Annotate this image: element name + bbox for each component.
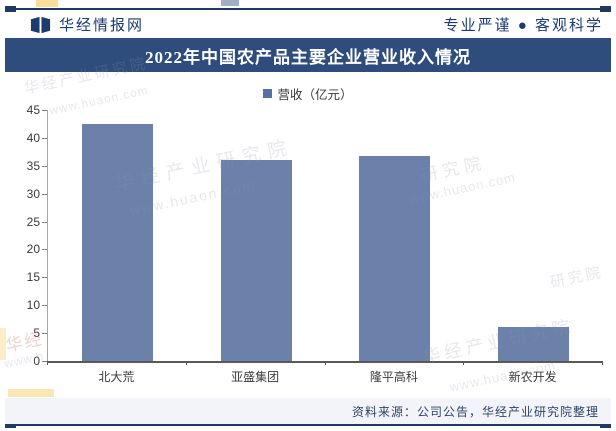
y-axis-tick (42, 305, 47, 307)
y-axis-tick (42, 277, 47, 279)
brand-name: 华经情报网 (59, 17, 145, 34)
y-axis-tick (42, 333, 47, 335)
y-axis-tick-label: 15 (26, 270, 40, 285)
x-axis-tick (47, 361, 48, 365)
y-axis-tick (42, 110, 47, 111)
x-axis-tick (602, 361, 603, 365)
bar-北大荒 (81, 123, 153, 361)
y-axis-tick (42, 193, 47, 195)
y-axis-tick (42, 137, 47, 139)
data-source-note: 资料来源：公司公告，华经产业研究院整理 (351, 404, 599, 419)
y-axis-tick-label: 45 (26, 103, 40, 117)
bottom-rule-left-cap (5, 422, 16, 428)
y-axis-tick-label: 20 (26, 242, 40, 257)
watermark-speck (36, 0, 58, 7)
x-axis-category-label: 北大荒 (98, 370, 135, 384)
footer: 资料来源：公司公告，华经产业研究院整理 (5, 398, 611, 424)
y-axis-tick-label: 25 (26, 214, 40, 229)
chart-title: 2022年中国农产品主要企业营业收入情况 (145, 47, 471, 67)
top-rule-left-cap (5, 6, 16, 12)
top-rule (5, 8, 611, 10)
y-axis-tick-label: 0 (33, 354, 40, 368)
top-rule-right-cap (600, 6, 611, 12)
bar-新农开发 (498, 326, 570, 361)
x-axis-category-label: 隆平高科 (369, 370, 418, 384)
legend-marker (263, 89, 273, 98)
x-axis-tick (463, 361, 465, 365)
bar-chart-plot-area (47, 110, 603, 363)
watermark-speck (221, 0, 239, 6)
x-axis-category-label: 亚盛集团 (231, 370, 280, 384)
y-axis-tick (42, 221, 47, 223)
x-axis-tick (185, 361, 187, 365)
y-axis-tick-label: 5 (33, 326, 40, 341)
bar-隆平高科 (359, 155, 431, 361)
huajing-logo-icon (29, 16, 52, 34)
bottom-rule (5, 424, 611, 426)
bar-亚盛集团 (220, 159, 292, 361)
watermark-speck (8, 389, 54, 397)
legend: 营收（亿元） (0, 84, 616, 103)
legend-label: 营收（亿元） (277, 88, 353, 102)
x-axis-category-label: 新农开发 (508, 370, 557, 384)
x-axis-tick (324, 361, 326, 365)
bottom-rule-right-cap (600, 422, 611, 428)
header-slogan: 专业严谨 ● 客观科学 (443, 17, 603, 34)
y-axis-tick (42, 361, 47, 362)
y-axis-tick-label: 40 (26, 130, 40, 145)
y-axis-tick (42, 249, 47, 251)
chart-title-banner: 2022年中国农产品主要企业营业收入情况 (5, 38, 611, 72)
y-axis-tick-label: 10 (26, 298, 40, 313)
brand: 华经情报网 (29, 14, 144, 35)
header: 华经情报网 专业严谨 ● 客观科学 (5, 11, 611, 38)
y-axis-tick (42, 165, 47, 167)
watermark-speck (0, 328, 6, 360)
y-axis-tick-label: 30 (26, 186, 40, 201)
y-axis-tick-label: 35 (26, 158, 40, 173)
